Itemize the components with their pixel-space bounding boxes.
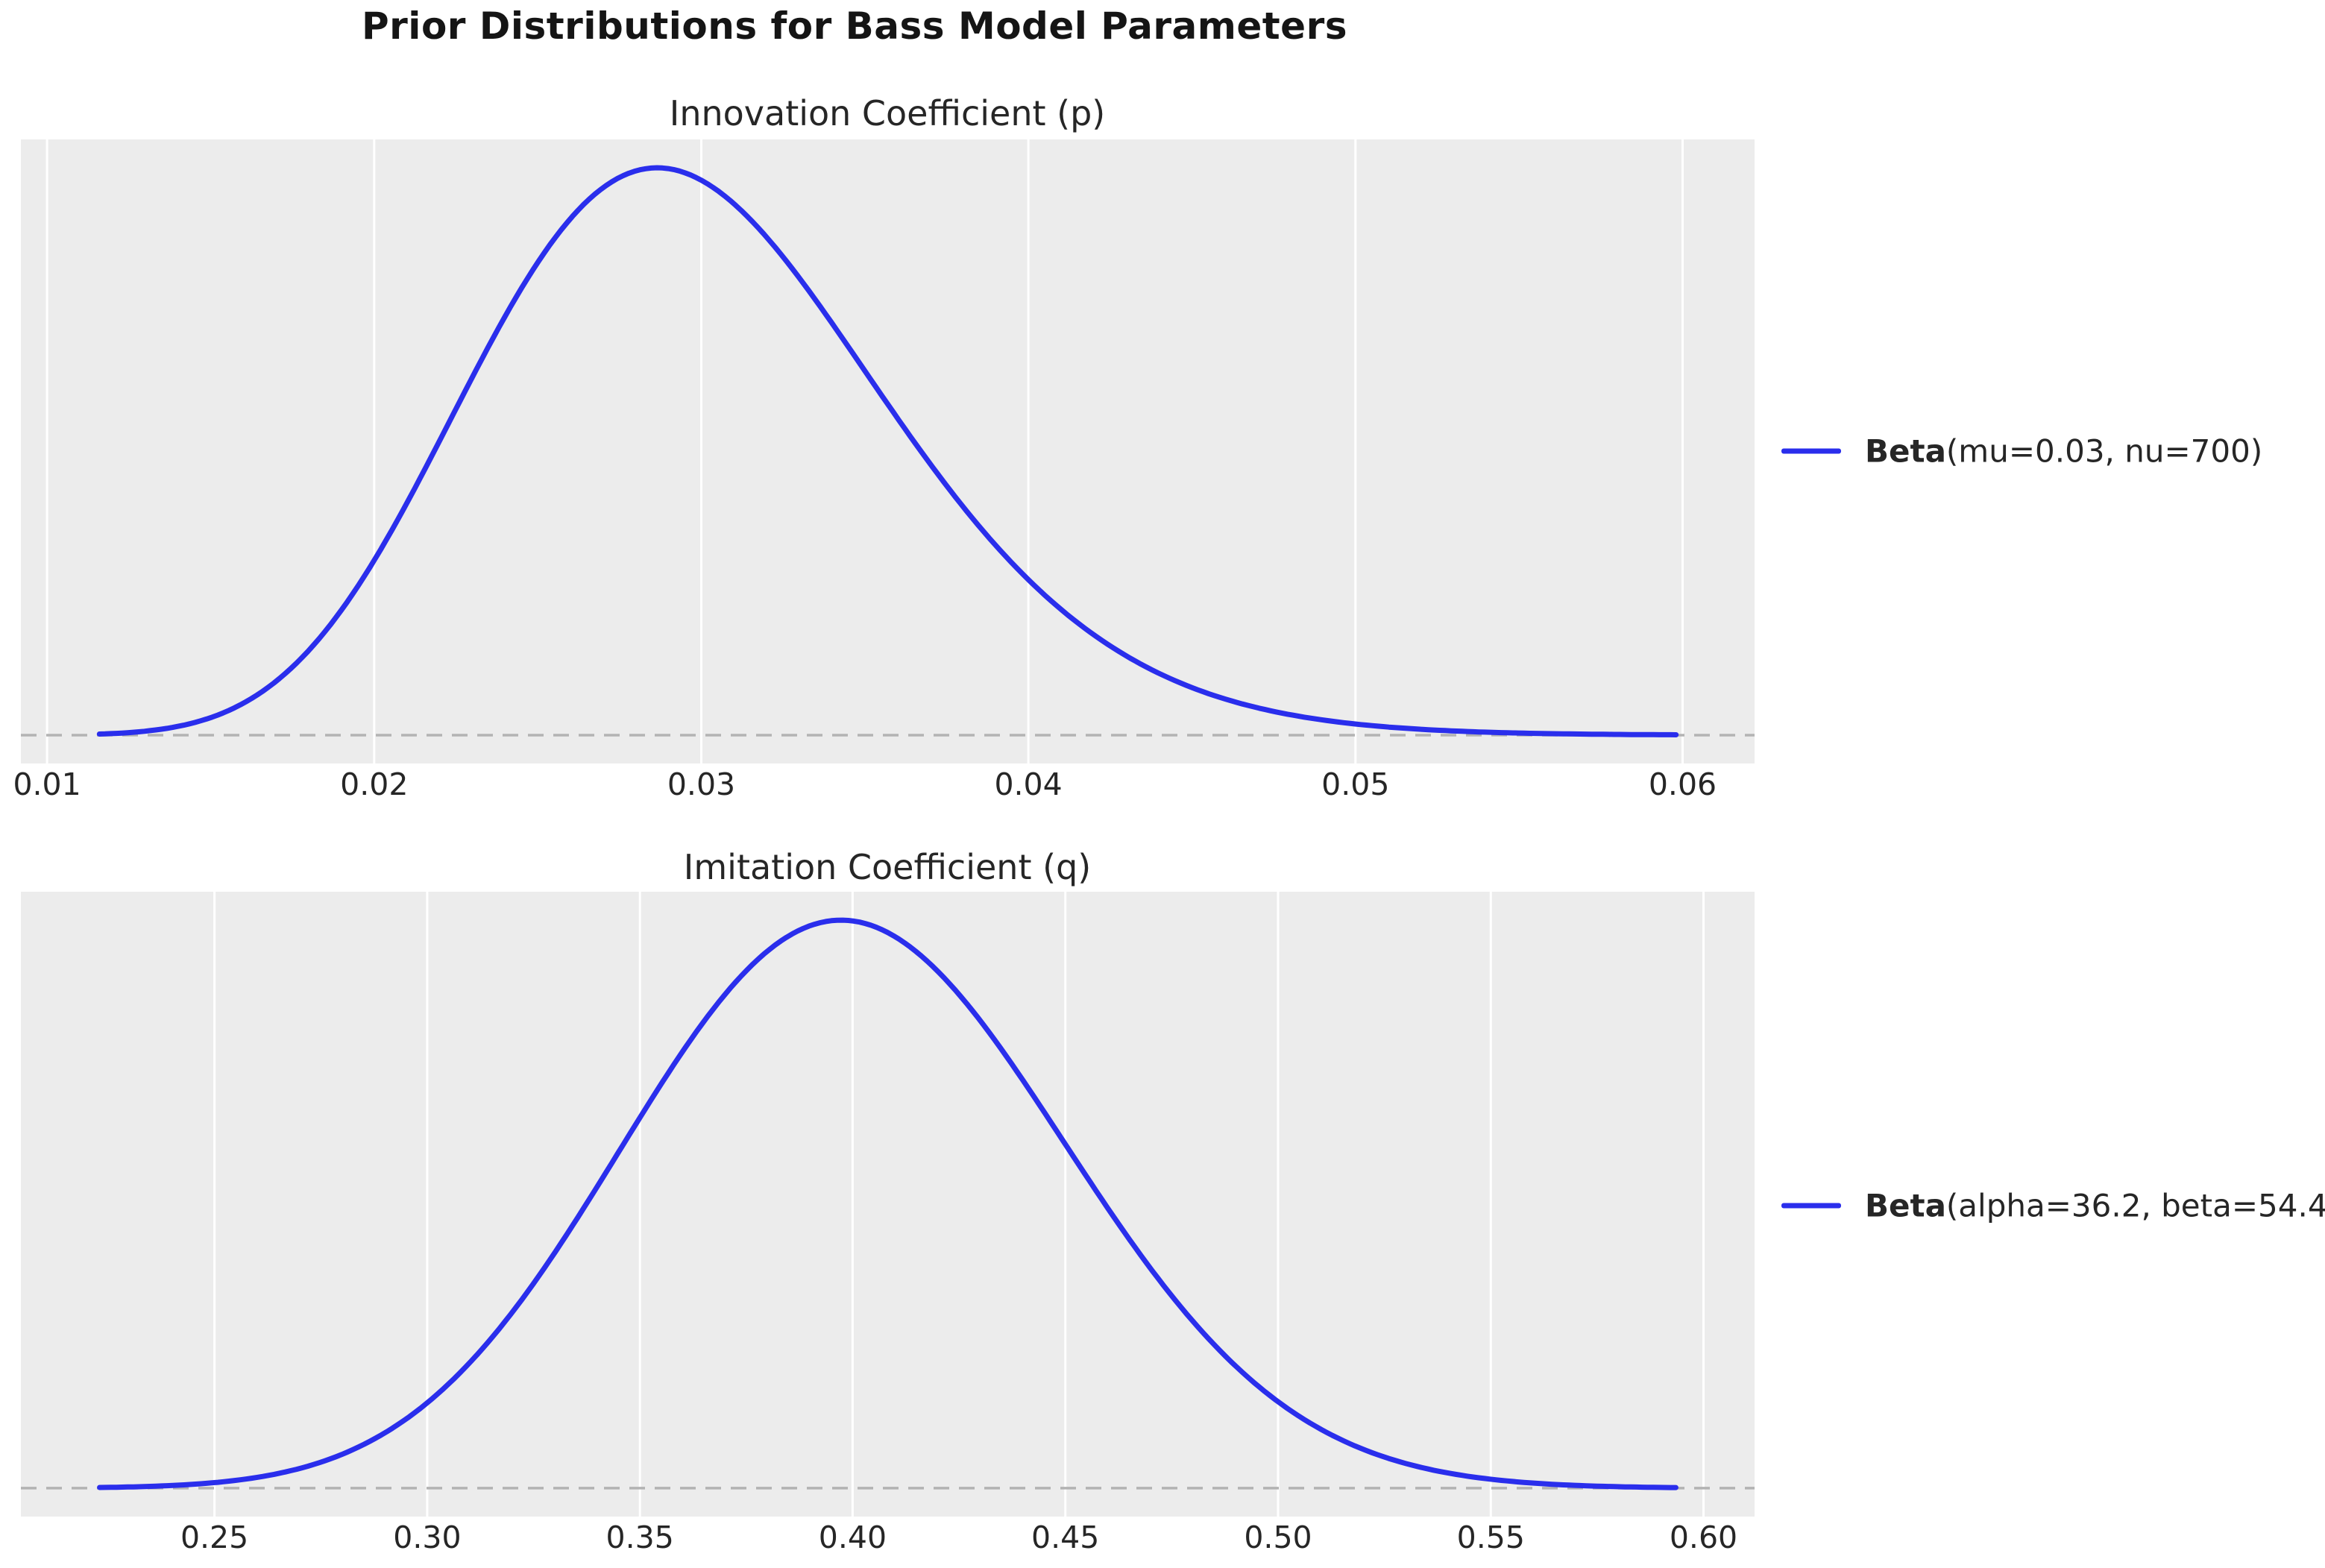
x-tick-label: 0.60: [1670, 1520, 1737, 1555]
x-tick-label: 0.45: [1031, 1520, 1099, 1555]
legend-beta-q: Beta(alpha=36.2, beta=54.4): [1781, 1188, 2325, 1224]
x-tick-label: 0.02: [340, 766, 408, 802]
legend-distribution-name: Beta: [1865, 432, 1946, 470]
figure-title: Prior Distributions for Bass Model Param…: [362, 4, 1347, 48]
x-tick-label: 0.55: [1457, 1520, 1525, 1555]
density-curve: [96, 165, 1679, 737]
density-curve: [97, 917, 1679, 1490]
legend-line-sample: [1781, 448, 1841, 454]
x-tick-label: 0.30: [393, 1520, 461, 1555]
legend-distribution-params: (alpha=36.2, beta=54.4): [1945, 1187, 2325, 1224]
x-tick-label: 0.35: [606, 1520, 674, 1555]
x-tick-label: 0.03: [667, 766, 735, 802]
legend-line-sample: [1781, 1203, 1841, 1209]
legend-beta-p: Beta(mu=0.03, nu=700): [1781, 433, 2262, 470]
plot-area: [21, 892, 1755, 1517]
legend-distribution-name: Beta: [1865, 1187, 1946, 1224]
legend-label: Beta(mu=0.03, nu=700): [1865, 433, 2262, 470]
x-tick-label: 0.01: [13, 766, 81, 802]
legend-distribution-params: (mu=0.03, nu=700): [1945, 432, 2263, 470]
subplot-title-innovation-coefficient: Innovation Coefficient (p): [669, 93, 1106, 133]
x-tick-label: 0.04: [994, 766, 1062, 802]
legend-label: Beta(alpha=36.2, beta=54.4): [1865, 1188, 2325, 1224]
plot-area: [21, 139, 1755, 763]
x-tick-label: 0.05: [1321, 766, 1389, 802]
x-tick-label: 0.50: [1244, 1520, 1312, 1555]
subplot-1: 0.25 0.30 0.35 0.40 0.45 0.50 0.55 0.60: [21, 892, 1755, 1555]
x-tick-label: 0.40: [819, 1520, 887, 1555]
subplot-0: 0.01 0.02 0.03 0.04 0.05 0.06: [13, 139, 1755, 802]
subplot-title-imitation-coefficient: Imitation Coefficient (q): [683, 847, 1092, 887]
x-tick-label: 0.06: [1649, 766, 1717, 802]
x-tick-label: 0.25: [180, 1520, 248, 1555]
